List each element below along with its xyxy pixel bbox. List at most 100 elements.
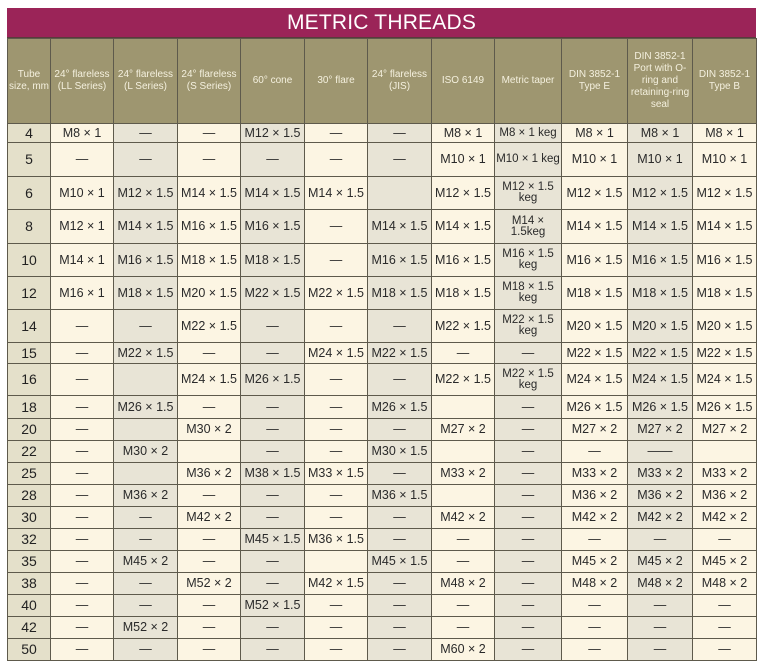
- thread-cell: M16 × 1.5 keg: [494, 243, 562, 277]
- thread-cell: M8 × 1: [431, 123, 495, 143]
- thread-cell: —: [50, 484, 114, 507]
- thread-cell: —: [50, 309, 114, 343]
- thread-cell: —: [494, 462, 562, 485]
- table-row: 42— M52 × 2— — — — — — — — —: [7, 616, 757, 639]
- thread-cell: M18 × 1.5: [431, 276, 495, 310]
- thread-cell: M22 × 1.5: [113, 342, 178, 364]
- tube-size-cell: 14: [7, 309, 51, 343]
- column-header: DIN 3852-1 Type B: [692, 38, 757, 124]
- table-body: 4 M8 × 1— — M12 × 1.5— — M8 × 1 M8 × 1 keg M8 ×…: [7, 123, 757, 661]
- header-row: Tube size, mm 24° flareless (LL Series) 24…: [7, 38, 757, 124]
- thread-cell: M18 × 1.5: [561, 276, 628, 310]
- thread-cell: —: [304, 616, 368, 639]
- thread-cell: [113, 363, 178, 396]
- tube-size-cell: 18: [7, 395, 51, 419]
- thread-cell: M18 × 1.5: [367, 276, 432, 310]
- thread-cell: —: [304, 440, 368, 463]
- thread-cell: M14 × 1.5: [240, 176, 305, 210]
- tube-size-cell: 38: [7, 572, 51, 595]
- tube-size-cell: 5: [7, 142, 51, 177]
- thread-cell: —: [50, 550, 114, 573]
- thread-cell: —: [367, 418, 432, 441]
- thread-cell: M45 × 2: [692, 550, 757, 573]
- table-row: 25— M36 × 2 M38 × 1.5 M33 × 1.5— M33 × 2— M33…: [7, 462, 757, 485]
- thread-cell: M12 × 1.5: [692, 176, 757, 210]
- thread-cell: M36 × 2: [177, 462, 241, 485]
- thread-cell: M20 × 1.5: [692, 309, 757, 343]
- thread-cell: M10 × 1: [50, 176, 114, 210]
- thread-cell: M48 × 2: [692, 572, 757, 595]
- thread-cell: M16 × 1.5: [627, 243, 693, 277]
- thread-cell: —: [177, 528, 241, 551]
- thread-cell: M30 × 2: [113, 440, 178, 463]
- column-header: 30° flare: [304, 38, 368, 124]
- thread-cell: —: [240, 550, 305, 573]
- tube-size-cell: 30: [7, 506, 51, 529]
- column-header: 24° flareless (S Series): [177, 38, 241, 124]
- thread-cell: —: [494, 572, 562, 595]
- thread-cell: M33 × 2: [431, 462, 495, 485]
- thread-cell: —: [494, 484, 562, 507]
- thread-cell: M22 × 1.5: [431, 309, 495, 343]
- thread-cell: —: [367, 594, 432, 617]
- thread-cell: [367, 176, 432, 210]
- thread-cell: —: [177, 142, 241, 177]
- column-header: 24° flareless (L Series): [113, 38, 178, 124]
- thread-cell: M16 × 1.5: [113, 243, 178, 277]
- thread-cell: [113, 418, 178, 441]
- thread-cell: M26 × 1.5: [367, 395, 432, 419]
- thread-cell: —: [50, 616, 114, 639]
- thread-cell: —: [692, 594, 757, 617]
- thread-cell: —: [431, 550, 495, 573]
- tube-size-cell: 40: [7, 594, 51, 617]
- thread-cell: M42 × 1.5: [304, 572, 368, 595]
- thread-cell: M36 × 2: [113, 484, 178, 507]
- thread-cell: —: [367, 363, 432, 396]
- thread-cell: M36 × 2: [561, 484, 628, 507]
- thread-cell: —: [177, 616, 241, 639]
- thread-cell: —: [113, 638, 178, 661]
- thread-cell: M14 × 1.5: [627, 209, 693, 244]
- thread-cell: M12 × 1.5 keg: [494, 176, 562, 210]
- thread-cell: M22 × 1.5 keg: [494, 309, 562, 343]
- table-row: 22— M30 × 2— — M30 × 1.5— — ——: [7, 440, 757, 463]
- thread-cell: M36 × 1.5: [367, 484, 432, 507]
- thread-cell: —: [304, 142, 368, 177]
- thread-cell: M16 × 1: [50, 276, 114, 310]
- thread-cell: —: [494, 550, 562, 573]
- column-header: DIN 3852-1 Port with O-ring and retainin…: [627, 38, 693, 124]
- thread-cell: M42 × 2: [627, 506, 693, 529]
- thread-cell: [177, 440, 241, 463]
- thread-cell: —: [177, 550, 241, 573]
- thread-cell: M18 × 1.5: [240, 243, 305, 277]
- thread-cell: —: [50, 572, 114, 595]
- thread-cell: —: [692, 638, 757, 661]
- thread-cell: —: [304, 209, 368, 244]
- thread-cell: —: [50, 528, 114, 551]
- thread-cell: —: [240, 572, 305, 595]
- thread-cell: M36 × 2: [627, 484, 693, 507]
- thread-cell: M22 × 1.5: [431, 363, 495, 396]
- thread-cell: M14 × 1.5: [431, 209, 495, 244]
- table-row: 35— M45 × 2— — M45 × 1.5— — M45 × 2 M45 × 2 M45…: [7, 550, 757, 573]
- thread-cell: M24 × 1.5: [627, 363, 693, 396]
- tube-size-cell: 4: [7, 123, 51, 143]
- thread-cell: —: [240, 616, 305, 639]
- thread-cell: —: [177, 395, 241, 419]
- thread-cell: —: [692, 616, 757, 639]
- thread-cell: M24 × 1.5: [304, 342, 368, 364]
- thread-cell: M45 × 1.5: [240, 528, 305, 551]
- thread-cell: M22 × 1.5: [304, 276, 368, 310]
- thread-cell: —: [304, 395, 368, 419]
- column-header: 60° cone: [240, 38, 305, 124]
- thread-cell: —: [177, 123, 241, 143]
- thread-cell: M14 × 1.5: [561, 209, 628, 244]
- table-row: 12 M16 × 1 M18 × 1.5 M20 × 1.5 M22 × 1.5 M22 …: [7, 276, 757, 310]
- column-header: Metric taper: [494, 38, 562, 124]
- thread-cell: M24 × 1.5: [692, 363, 757, 396]
- thread-cell: M48 × 2: [431, 572, 495, 595]
- thread-cell: —: [627, 528, 693, 551]
- thread-cell: M10 × 1: [561, 142, 628, 177]
- thread-cell: —: [494, 528, 562, 551]
- column-header: Tube size, mm: [7, 38, 51, 124]
